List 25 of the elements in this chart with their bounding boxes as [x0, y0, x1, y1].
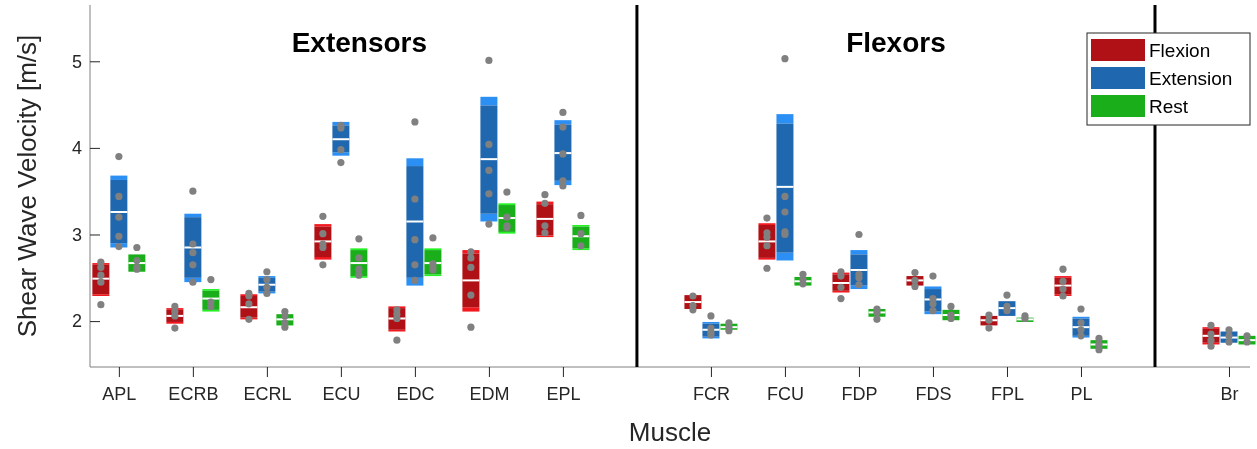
legend-label: Rest: [1149, 96, 1189, 117]
y-tick-label: 2: [71, 311, 82, 332]
legend-label: Flexion: [1149, 40, 1211, 61]
x-tick-label: EDC: [396, 383, 435, 404]
legend-label: Extension: [1149, 68, 1233, 89]
x-tick-label: EDM: [469, 383, 510, 404]
x-tick-label: ECRB: [168, 383, 219, 404]
annotation: Flexors: [846, 27, 946, 58]
x-tick-label: FPL: [990, 383, 1024, 404]
y-tick-label: 4: [71, 138, 82, 159]
annotation: Extensors: [291, 27, 428, 58]
x-tick-label: FCR: [692, 383, 730, 404]
x-tick-label: EPL: [546, 383, 581, 404]
x-tick-label: ECU: [322, 383, 361, 404]
x-tick-label: Br: [1220, 383, 1239, 404]
y-axis-title: Shear Wave Velocity [m/s]: [12, 34, 42, 338]
x-axis-title: Muscle: [628, 417, 712, 447]
x-tick-label: FCU: [766, 383, 804, 404]
x-tick-label: ECRL: [243, 383, 292, 404]
x-tick-label: APL: [102, 383, 137, 404]
x-tick-label: FDP: [841, 383, 878, 404]
x-tick-label: FDS: [915, 383, 952, 404]
y-tick-label: 3: [71, 224, 82, 245]
x-tick-label: PL: [1070, 383, 1093, 404]
y-tick-label: 5: [71, 51, 82, 72]
